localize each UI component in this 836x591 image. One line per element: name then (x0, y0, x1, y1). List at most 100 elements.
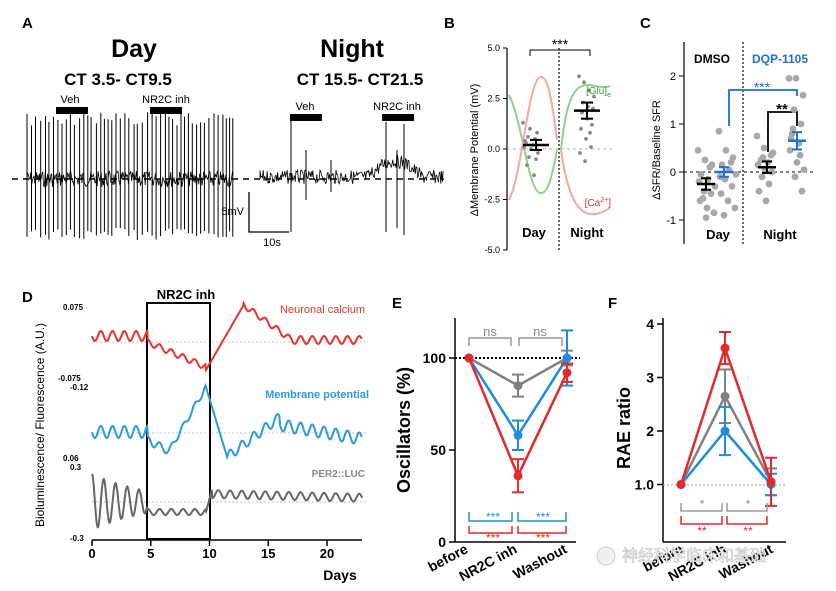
d-calcium-ytop: 0.075 (63, 303, 84, 312)
e-point (562, 368, 572, 378)
b-tick-group: 5.0 2.5 0.0 -2.5 -5.0 (484, 43, 507, 255)
d-x-tick-label: 20 (320, 546, 334, 561)
d-calcium-trace (91, 300, 363, 374)
f-red-sig-2: ** (743, 524, 753, 538)
b-glu-night-curve (560, 83, 611, 151)
c-point (724, 197, 732, 205)
watermark-text: 神经科学临床和基础 (622, 547, 766, 565)
c-point (790, 106, 798, 113)
e-red-brackets (468, 526, 567, 534)
c-y-label: ΔSFR/Baseline SFR (651, 100, 663, 200)
c-point (699, 195, 707, 202)
day-range: CT 3.5- CT9.5 (64, 70, 172, 89)
wechat-icon (596, 546, 616, 566)
d-calcium-ybottom: -0.075 (58, 374, 81, 383)
panel-letter-f: F (608, 295, 617, 312)
d-y-label: Bioluminescence/ Fluorescence (A.U.) (33, 323, 47, 527)
d-per2-trace (91, 473, 364, 529)
b-glu-label: [Glu]e (586, 86, 611, 99)
d-calcium-label: Neuronal calcium (280, 304, 365, 316)
b-day-point (527, 155, 531, 160)
f-point (766, 477, 776, 487)
c-point (732, 171, 740, 178)
b-sig: *** (552, 36, 569, 52)
night-inh-label: NR2C inh (373, 101, 421, 113)
night-trace-spikes (290, 114, 405, 235)
d-treatment-label: NR2C inh (157, 287, 216, 302)
c-sig-blue: *** (754, 79, 771, 95)
e-blue-sig-1: *** (486, 510, 500, 524)
c-black-bracket (767, 111, 798, 152)
c-tick-label: -1 (666, 215, 676, 227)
e-y-label: Oscillators (%) (394, 367, 414, 493)
f-tick-label: 4 (646, 316, 654, 332)
watermark: 神经科学临床和基础 (596, 546, 766, 566)
c-blue-bracket (728, 89, 798, 126)
e-red-sig-2: *** (536, 531, 550, 545)
b-tick-label: 5.0 (487, 43, 500, 53)
c-point (706, 163, 714, 171)
f-point (720, 426, 730, 436)
c-tick-group: 2 1 0 -1 (666, 71, 684, 227)
c-point (755, 187, 763, 195)
d-membrane-label: Membrane potential (265, 389, 369, 401)
d-x-tick-label: 15 (261, 546, 275, 561)
e-point (513, 430, 523, 440)
c-point (753, 132, 761, 140)
d-per2-label: PER2::LUC (312, 469, 365, 480)
e-point (464, 353, 474, 363)
c-point (694, 147, 702, 154)
c-point (731, 204, 739, 212)
night-veh-bar (290, 114, 322, 121)
d-per2-ybottom: -0.3 (70, 534, 84, 543)
f-gray-brackets (680, 503, 768, 512)
e-point (513, 471, 523, 481)
c-point (715, 127, 723, 135)
c-point (710, 209, 718, 217)
b-night-point (579, 126, 583, 131)
panel-b: 5.0 2.5 0.0 -2.5 -5.0 ΔMembrane Potential (m… (469, 36, 612, 255)
b-night-point (578, 151, 582, 155)
b-x-night: Night (570, 225, 604, 240)
c-point (796, 151, 804, 159)
b-night-point (582, 80, 586, 85)
e-ns-1: ns (483, 324, 497, 339)
c-means (697, 131, 806, 191)
c-point (798, 187, 806, 195)
e-ns-2: ns (533, 324, 547, 339)
b-tick-label: -5.0 (484, 245, 500, 255)
e-series (464, 329, 573, 494)
d-x-tick-label: 0 (88, 546, 95, 561)
f-tick-group: 4 3 2 1.0 (635, 316, 663, 493)
c-tick-label: 0 (670, 167, 676, 179)
b-means (523, 101, 600, 152)
f-series (676, 331, 777, 507)
c-points (694, 75, 808, 222)
c-point (720, 211, 728, 219)
day-trace-spikes (26, 112, 234, 240)
panel-letter-d: D (22, 289, 33, 306)
c-point (728, 183, 736, 190)
scale-time: 10s (263, 237, 281, 249)
c-point (786, 147, 794, 154)
day-title: Day (111, 35, 157, 63)
e-point (513, 381, 523, 391)
c-point (722, 147, 730, 154)
c-sig-black: ** (776, 101, 788, 118)
panel-letter-a: A (22, 15, 33, 32)
scale-voltage: 5mV (221, 206, 244, 218)
b-night-point (583, 159, 587, 164)
f-red-sig-1: ** (697, 524, 707, 538)
c-tick-label: 2 (670, 71, 676, 83)
c-point (707, 190, 715, 198)
day-inh-label: NR2C inh (142, 94, 190, 106)
night-title: Night (320, 35, 385, 63)
panel-a: Day CT 3.5- CT9.5 Night CT 15.5- CT21.5 … (12, 35, 444, 249)
b-ca-label: [Ca2+] (585, 197, 612, 209)
e-blue-sig-2: *** (536, 510, 550, 524)
night-veh-label: Veh (296, 101, 315, 113)
d-x-label: Days (323, 567, 357, 583)
c-point (792, 75, 800, 82)
c-point (717, 190, 725, 198)
